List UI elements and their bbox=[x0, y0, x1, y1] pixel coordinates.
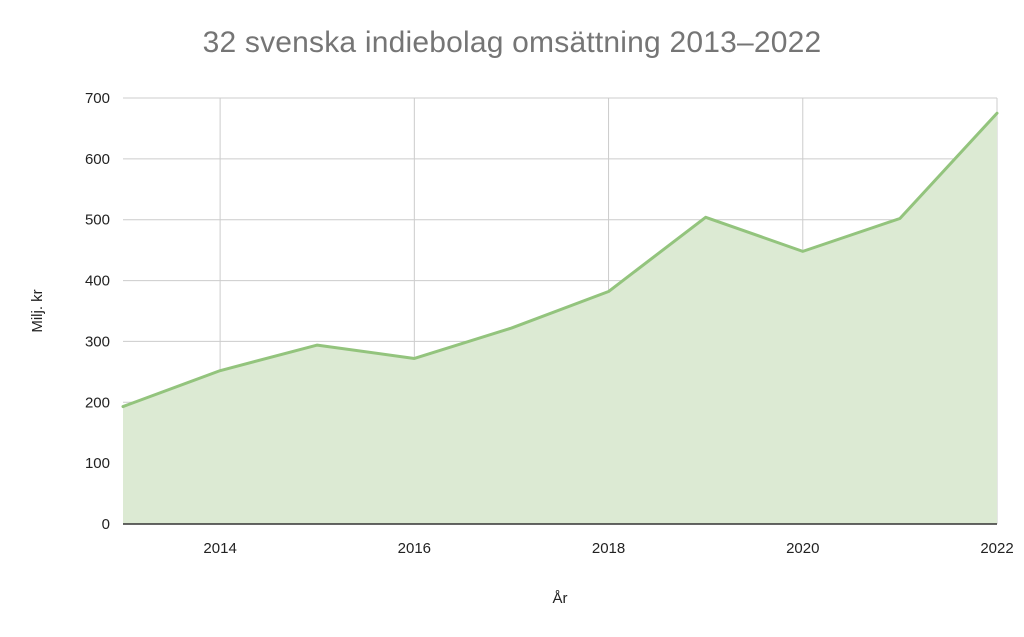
line-layer bbox=[121, 111, 999, 525]
y-tick-label: 0 bbox=[102, 516, 110, 533]
data-point-2017 bbox=[509, 326, 513, 330]
x-tick-label: 2014 bbox=[203, 540, 236, 557]
data-point-2018 bbox=[607, 290, 611, 294]
data-point-2015 bbox=[315, 343, 319, 347]
x-tick-label: 2022 bbox=[980, 540, 1013, 557]
y-tick-label: 400 bbox=[85, 273, 110, 290]
y-tick-label: 700 bbox=[85, 90, 110, 107]
y-tick-label: 600 bbox=[85, 151, 110, 168]
chart-title: 32 svenska indiebolag omsättning 2013–20… bbox=[202, 26, 822, 59]
data-point-2020 bbox=[801, 249, 805, 253]
data-point-2014 bbox=[218, 369, 222, 373]
data-point-2013 bbox=[121, 405, 125, 409]
x-tick-label: 2016 bbox=[398, 540, 431, 557]
x-axis-title: År bbox=[553, 590, 568, 607]
y-tick-label: 200 bbox=[85, 394, 110, 411]
x-tick-label: 2018 bbox=[592, 540, 625, 557]
y-axis-title: Milj. kr bbox=[29, 289, 46, 332]
tick-labels: 0 100 200 300 400 500 600 700 2014 2016 2018 2020 20… bbox=[85, 90, 1014, 557]
area-layer bbox=[123, 113, 997, 524]
y-tick-label: 100 bbox=[85, 455, 110, 472]
data-point-2022 bbox=[995, 111, 999, 115]
series-area bbox=[123, 113, 997, 524]
series-line bbox=[121, 111, 999, 409]
data-point-2019 bbox=[704, 215, 708, 219]
data-point-2021 bbox=[898, 216, 902, 220]
y-tick-label: 300 bbox=[85, 333, 110, 350]
data-point-2016 bbox=[412, 356, 416, 360]
x-tick-label: 2020 bbox=[786, 540, 819, 557]
y-tick-label: 500 bbox=[85, 212, 110, 229]
